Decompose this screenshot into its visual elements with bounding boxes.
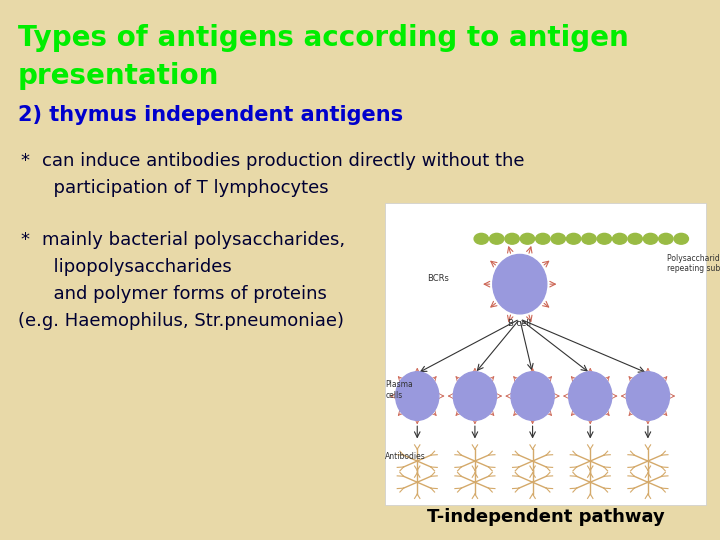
- Circle shape: [597, 233, 611, 244]
- Circle shape: [490, 233, 504, 244]
- Text: *: *: [20, 231, 29, 249]
- Text: BCRs: BCRs: [427, 274, 449, 282]
- Text: participation of T lymphocytes: participation of T lymphocytes: [42, 179, 328, 197]
- Text: lipopolysaccharides: lipopolysaccharides: [42, 258, 232, 276]
- Circle shape: [582, 233, 596, 244]
- Text: 2) thymus independent antigens: 2) thymus independent antigens: [18, 105, 403, 125]
- Text: T-independent pathway: T-independent pathway: [426, 508, 665, 525]
- Circle shape: [567, 233, 581, 244]
- Circle shape: [674, 233, 688, 244]
- Circle shape: [628, 233, 642, 244]
- Text: Antibodies: Antibodies: [385, 452, 426, 461]
- Text: *: *: [20, 152, 29, 170]
- Text: presentation: presentation: [18, 62, 220, 90]
- Circle shape: [659, 233, 673, 244]
- Text: can induce antibodies production directly without the: can induce antibodies production directl…: [42, 152, 524, 170]
- Text: B cell: B cell: [508, 319, 531, 328]
- Text: Plasma
cells: Plasma cells: [385, 380, 413, 400]
- FancyBboxPatch shape: [385, 202, 706, 505]
- Ellipse shape: [492, 254, 546, 314]
- Ellipse shape: [569, 372, 612, 420]
- Ellipse shape: [396, 372, 439, 420]
- Circle shape: [521, 233, 535, 244]
- Circle shape: [551, 233, 565, 244]
- Circle shape: [536, 233, 550, 244]
- Text: and polymer forms of proteins: and polymer forms of proteins: [42, 285, 327, 303]
- Ellipse shape: [511, 372, 554, 420]
- Circle shape: [613, 233, 627, 244]
- Ellipse shape: [626, 372, 670, 420]
- Circle shape: [505, 233, 519, 244]
- Text: (e.g. Haemophilus, Str.pneumoniae): (e.g. Haemophilus, Str.pneumoniae): [18, 312, 344, 330]
- Circle shape: [474, 233, 489, 244]
- Circle shape: [643, 233, 657, 244]
- Text: mainly bacterial polysaccharides,: mainly bacterial polysaccharides,: [42, 231, 345, 249]
- Ellipse shape: [454, 372, 497, 420]
- Text: Types of antigens according to antigen: Types of antigens according to antigen: [18, 24, 629, 52]
- Text: Polysaccharide with
repeating subunits: Polysaccharide with repeating subunits: [667, 254, 720, 273]
